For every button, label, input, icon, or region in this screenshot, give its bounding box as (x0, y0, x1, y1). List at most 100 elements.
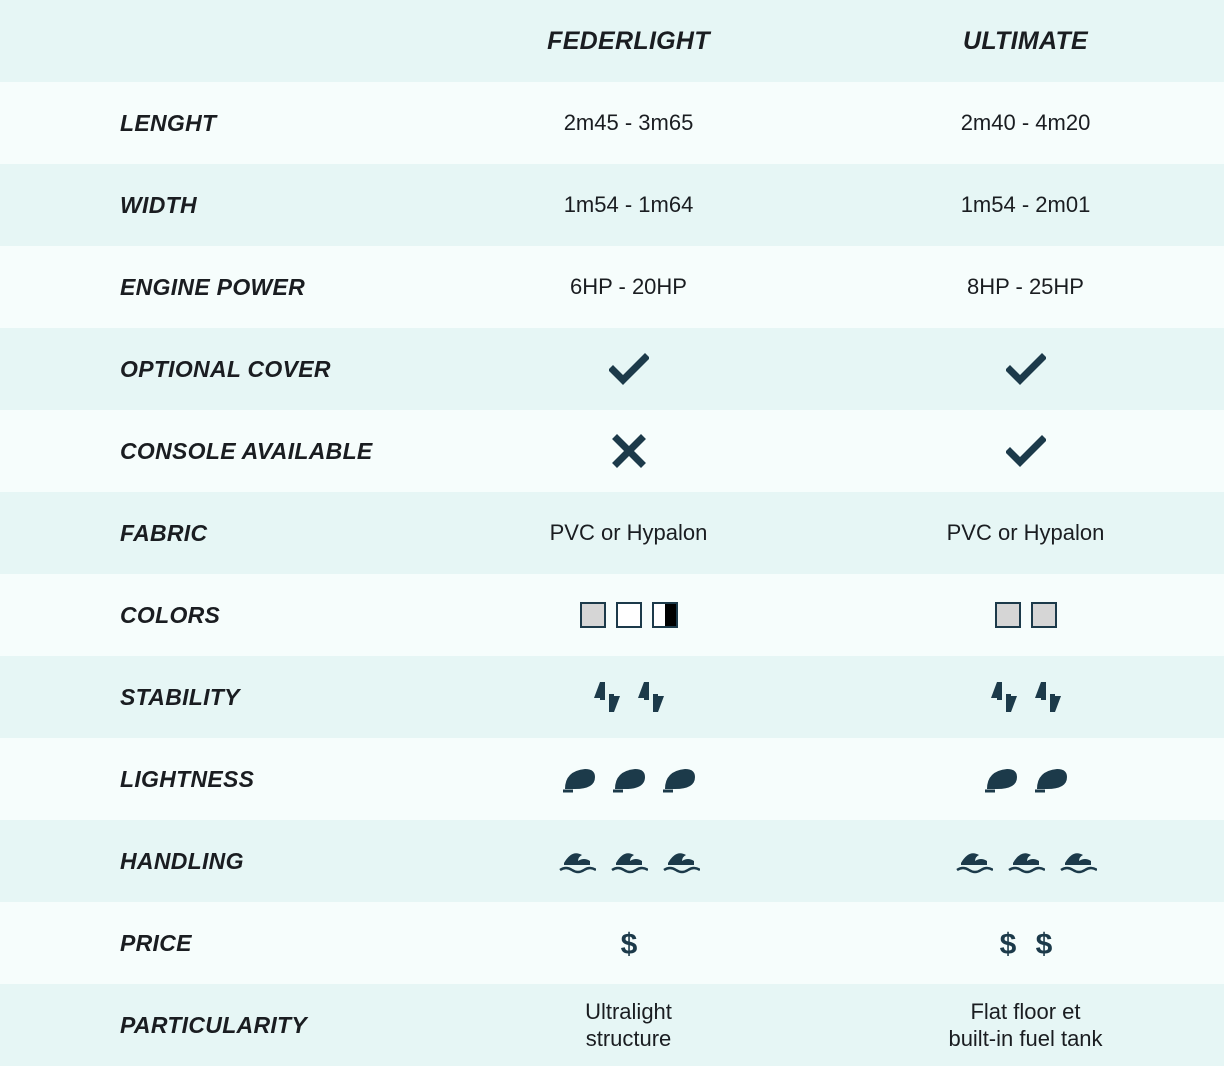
cell-handling-1 (827, 847, 1224, 875)
row-handling: HANDLING (0, 820, 1224, 902)
rating-group (430, 765, 827, 793)
label-colors: COLORS (0, 602, 430, 629)
cell-console-available-1 (827, 434, 1224, 468)
color-swatch (995, 602, 1021, 628)
row-optional-cover: OPTIONAL COVER (0, 328, 1224, 410)
header-col-1: ULTIMATE (827, 27, 1224, 56)
cell-fabric-0: PVC or Hypalon (430, 519, 827, 547)
header-col-0: FEDERLIGHT (430, 27, 827, 56)
svg-text:$: $ (999, 928, 1016, 960)
row-particularity: PARTICULARITYUltralightstructureFlat flo… (0, 984, 1224, 1066)
stability-icon (592, 680, 622, 714)
header-row: FEDERLIGHT ULTIMATE (0, 0, 1224, 82)
wave-icon (955, 847, 993, 875)
cell-length-1: 2m40 - 4m20 (827, 109, 1224, 137)
cell-price-1: $ $ (827, 926, 1224, 960)
cell-price-0: $ (430, 926, 827, 960)
row-lightness: LIGHTNESS (0, 738, 1224, 820)
cell-width-0: 1m54 - 1m64 (430, 191, 827, 219)
text-line: PVC or Hypalon (430, 519, 827, 547)
text-line: 8HP - 25HP (827, 273, 1224, 301)
text-line: Flat floor et (827, 998, 1224, 1026)
row-price: PRICE $ $ $ (0, 902, 1224, 984)
label-width: WIDTH (0, 192, 430, 219)
cell-width-1: 1m54 - 2m01 (827, 191, 1224, 219)
cell-optional-cover-0 (430, 352, 827, 386)
leaf-icon (1033, 765, 1069, 793)
leaf-icon (661, 765, 697, 793)
comparison-table: FEDERLIGHT ULTIMATE LENGHT2m45 - 3m652m4… (0, 0, 1224, 1066)
cell-engine-power-1: 8HP - 25HP (827, 273, 1224, 301)
rating-group: $ (430, 926, 827, 960)
label-console-available: CONSOLE AVAILABLE (0, 438, 430, 465)
cell-stability-1 (827, 680, 1224, 714)
dollar-icon: $ (997, 926, 1019, 960)
text-line: 6HP - 20HP (430, 273, 827, 301)
wave-icon (1059, 847, 1097, 875)
cell-console-available-0 (430, 434, 827, 468)
label-price: PRICE (0, 930, 430, 957)
cross-icon (612, 434, 646, 468)
stability-icon (989, 680, 1019, 714)
text-line: PVC or Hypalon (827, 519, 1224, 547)
row-engine-power: ENGINE POWER6HP - 20HP8HP - 25HP (0, 246, 1224, 328)
wave-icon (1007, 847, 1045, 875)
rating-group (430, 847, 827, 875)
cell-colors-0 (430, 602, 827, 628)
svg-text:$: $ (1035, 928, 1052, 960)
label-particularity: PARTICULARITY (0, 1012, 430, 1039)
rating-group (827, 680, 1224, 714)
label-length: LENGHT (0, 110, 430, 137)
stability-icon (1033, 680, 1063, 714)
label-handling: HANDLING (0, 848, 430, 875)
cell-colors-1 (827, 602, 1224, 628)
swatch-group (430, 602, 827, 628)
color-swatch (616, 602, 642, 628)
svg-text:$: $ (620, 928, 637, 960)
row-colors: COLORS (0, 574, 1224, 656)
label-stability: STABILITY (0, 684, 430, 711)
check-icon (1006, 434, 1046, 468)
label-optional-cover: OPTIONAL COVER (0, 356, 430, 383)
row-console-available: CONSOLE AVAILABLE (0, 410, 1224, 492)
leaf-icon (611, 765, 647, 793)
cell-particularity-0: Ultralightstructure (430, 998, 827, 1053)
rating-group (430, 680, 827, 714)
label-lightness: LIGHTNESS (0, 766, 430, 793)
label-fabric: FABRIC (0, 520, 430, 547)
cell-lightness-1 (827, 765, 1224, 793)
swatch-group (827, 602, 1224, 628)
color-swatch (1031, 602, 1057, 628)
label-engine-power: ENGINE POWER (0, 274, 430, 301)
text-line: 2m40 - 4m20 (827, 109, 1224, 137)
stability-icon (636, 680, 666, 714)
row-length: LENGHT2m45 - 3m652m40 - 4m20 (0, 82, 1224, 164)
text-line: built-in fuel tank (827, 1025, 1224, 1053)
row-width: WIDTH1m54 - 1m641m54 - 2m01 (0, 164, 1224, 246)
check-icon (1006, 352, 1046, 386)
cell-handling-0 (430, 847, 827, 875)
color-swatch (580, 602, 606, 628)
cell-engine-power-0: 6HP - 20HP (430, 273, 827, 301)
text-line: structure (430, 1025, 827, 1053)
cell-particularity-1: Flat floor etbuilt-in fuel tank (827, 998, 1224, 1053)
cell-length-0: 2m45 - 3m65 (430, 109, 827, 137)
text-line: Ultralight (430, 998, 827, 1026)
dollar-icon: $ (1033, 926, 1055, 960)
rating-group (827, 765, 1224, 793)
text-line: 2m45 - 3m65 (430, 109, 827, 137)
leaf-icon (561, 765, 597, 793)
rating-group (827, 847, 1224, 875)
color-swatch (652, 602, 678, 628)
text-line: 1m54 - 2m01 (827, 191, 1224, 219)
text-line: 1m54 - 1m64 (430, 191, 827, 219)
cell-fabric-1: PVC or Hypalon (827, 519, 1224, 547)
check-icon (609, 352, 649, 386)
rating-group: $ $ (827, 926, 1224, 960)
row-fabric: FABRICPVC or HypalonPVC or Hypalon (0, 492, 1224, 574)
wave-icon (610, 847, 648, 875)
wave-icon (662, 847, 700, 875)
row-stability: STABILITY (0, 656, 1224, 738)
cell-optional-cover-1 (827, 352, 1224, 386)
wave-icon (558, 847, 596, 875)
